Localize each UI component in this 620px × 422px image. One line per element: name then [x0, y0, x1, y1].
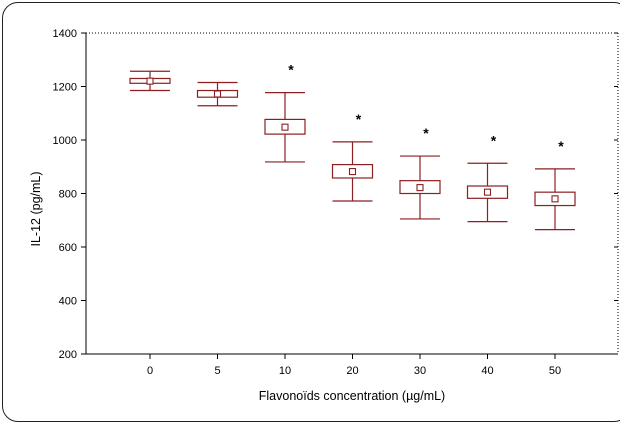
significance-marker: * [558, 138, 564, 154]
box-group: * [466, 132, 509, 223]
y-tick-label: 1400 [53, 28, 77, 40]
x-tick-label: 0 [147, 365, 153, 377]
y-tick-label: 400 [59, 296, 77, 308]
mean-marker [416, 184, 424, 192]
y-axis-title: IL-12 (pg/mL) [29, 171, 43, 246]
x-tick-label: 10 [279, 365, 291, 377]
box-group: * [534, 138, 576, 231]
y-tick-label: 200 [59, 349, 77, 361]
mean-marker [281, 123, 289, 131]
x-tick-label: 50 [549, 365, 561, 377]
x-axis: 0 5 10 20 30 40 50 [147, 354, 561, 377]
box-group [129, 70, 171, 92]
mean-marker [213, 90, 222, 98]
y-tick-label: 800 [59, 189, 77, 201]
x-tick-label: 30 [414, 365, 426, 377]
x-tick-label: 5 [214, 365, 220, 377]
mean-marker [146, 77, 154, 85]
box-group: * [264, 62, 306, 163]
box-group: * [331, 111, 374, 202]
y-tick-label: 1000 [53, 135, 77, 147]
x-tick-label: 40 [481, 365, 493, 377]
mean-marker [551, 195, 559, 203]
significance-marker: * [288, 62, 294, 78]
mean-marker [483, 188, 492, 196]
significance-marker: * [491, 132, 497, 148]
y-axis: 200 400 600 800 1000 1200 1400 [53, 28, 618, 361]
box-group: * [399, 125, 441, 220]
y-tick-label: 1200 [53, 82, 77, 94]
box-group [196, 81, 239, 107]
x-tick-label: 20 [346, 365, 358, 377]
significance-marker: * [423, 125, 429, 141]
significance-marker: * [356, 111, 362, 127]
x-axis-title: Flavonoïds concentration (µg/mL) [259, 389, 445, 403]
y-tick-label: 600 [59, 242, 77, 254]
box-series: * * * * * [129, 62, 576, 231]
mean-marker [348, 168, 357, 176]
